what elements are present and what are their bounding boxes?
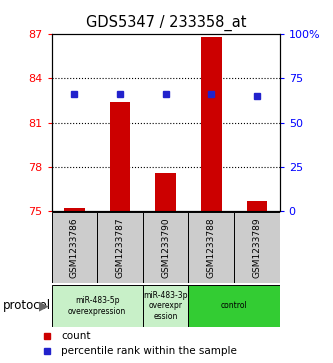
Text: GSM1233789: GSM1233789	[252, 217, 261, 278]
Bar	[247, 201, 267, 211]
Bar	[156, 173, 176, 211]
Text: control: control	[221, 301, 247, 310]
Text: miR-483-3p
overexpr
ession: miR-483-3p overexpr ession	[144, 291, 188, 321]
Bar	[143, 285, 188, 327]
Text: percentile rank within the sample: percentile rank within the sample	[61, 346, 237, 356]
Text: GSM1233787: GSM1233787	[116, 217, 125, 278]
Bar	[52, 212, 97, 283]
Text: GDS5347 / 233358_at: GDS5347 / 233358_at	[86, 15, 247, 31]
Bar	[234, 212, 280, 283]
Text: GSM1233788: GSM1233788	[207, 217, 216, 278]
Bar	[110, 102, 130, 211]
Bar	[201, 37, 221, 211]
Bar	[143, 212, 188, 283]
Text: protocol: protocol	[3, 299, 52, 312]
Text: ▶: ▶	[39, 299, 48, 312]
Text: GSM1233786: GSM1233786	[70, 217, 79, 278]
Text: miR-483-5p
overexpression: miR-483-5p overexpression	[68, 296, 126, 315]
Text: GSM1233790: GSM1233790	[161, 217, 170, 278]
Bar	[64, 208, 85, 211]
Bar	[97, 212, 143, 283]
Bar	[52, 285, 143, 327]
Bar	[188, 285, 280, 327]
Bar	[188, 212, 234, 283]
Text: count: count	[61, 331, 91, 341]
